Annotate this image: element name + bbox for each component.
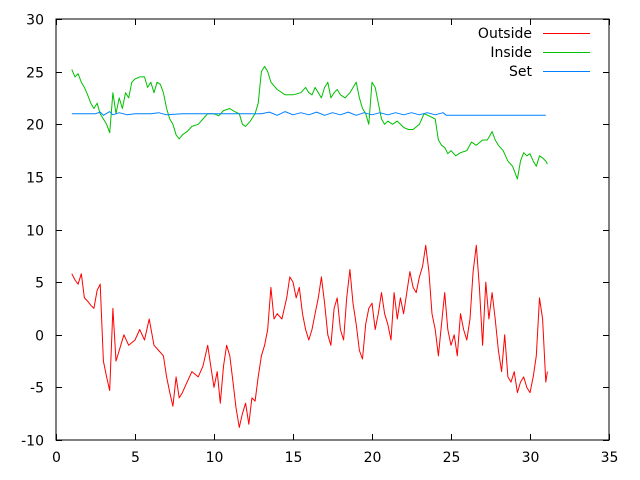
x-tick-label: 10	[206, 450, 224, 466]
y-tick-label: -10	[21, 434, 44, 450]
y-axis: -10 -5 0 5 10 15 20 25 30	[21, 13, 609, 450]
x-tick-label: 35	[601, 450, 619, 466]
x-tick-label: 0	[52, 450, 61, 466]
x-tick-label: 25	[443, 450, 461, 466]
plot-border	[55, 18, 610, 441]
x-tick-label: 30	[522, 450, 540, 466]
y-tick-label: 30	[26, 13, 44, 29]
y-tick-label: -5	[30, 381, 44, 397]
series-line-set	[71, 111, 546, 116]
series-line-outside	[71, 244, 548, 428]
legend-label-inside: Inside	[490, 45, 532, 61]
series-line-inside	[71, 65, 548, 180]
x-axis: 0 5 10 15 20 25 30 35	[52, 19, 618, 466]
y-tick-label: 15	[26, 171, 44, 187]
plot-frame	[55, 18, 610, 441]
y-tick-label: 25	[26, 66, 44, 82]
legend-label-outside: Outside	[478, 26, 532, 42]
legend-label-set: Set	[509, 64, 533, 80]
y-tick-label: 0	[35, 329, 44, 345]
x-tick-label: 5	[131, 450, 140, 466]
y-tick-label: 5	[35, 276, 44, 292]
series-layer	[71, 65, 548, 428]
y-tick-label: 20	[26, 118, 44, 134]
x-tick-label: 15	[285, 450, 303, 466]
y-tick-label: 10	[26, 224, 44, 240]
legend: Outside Inside Set	[478, 26, 590, 80]
x-tick-label: 20	[364, 450, 382, 466]
